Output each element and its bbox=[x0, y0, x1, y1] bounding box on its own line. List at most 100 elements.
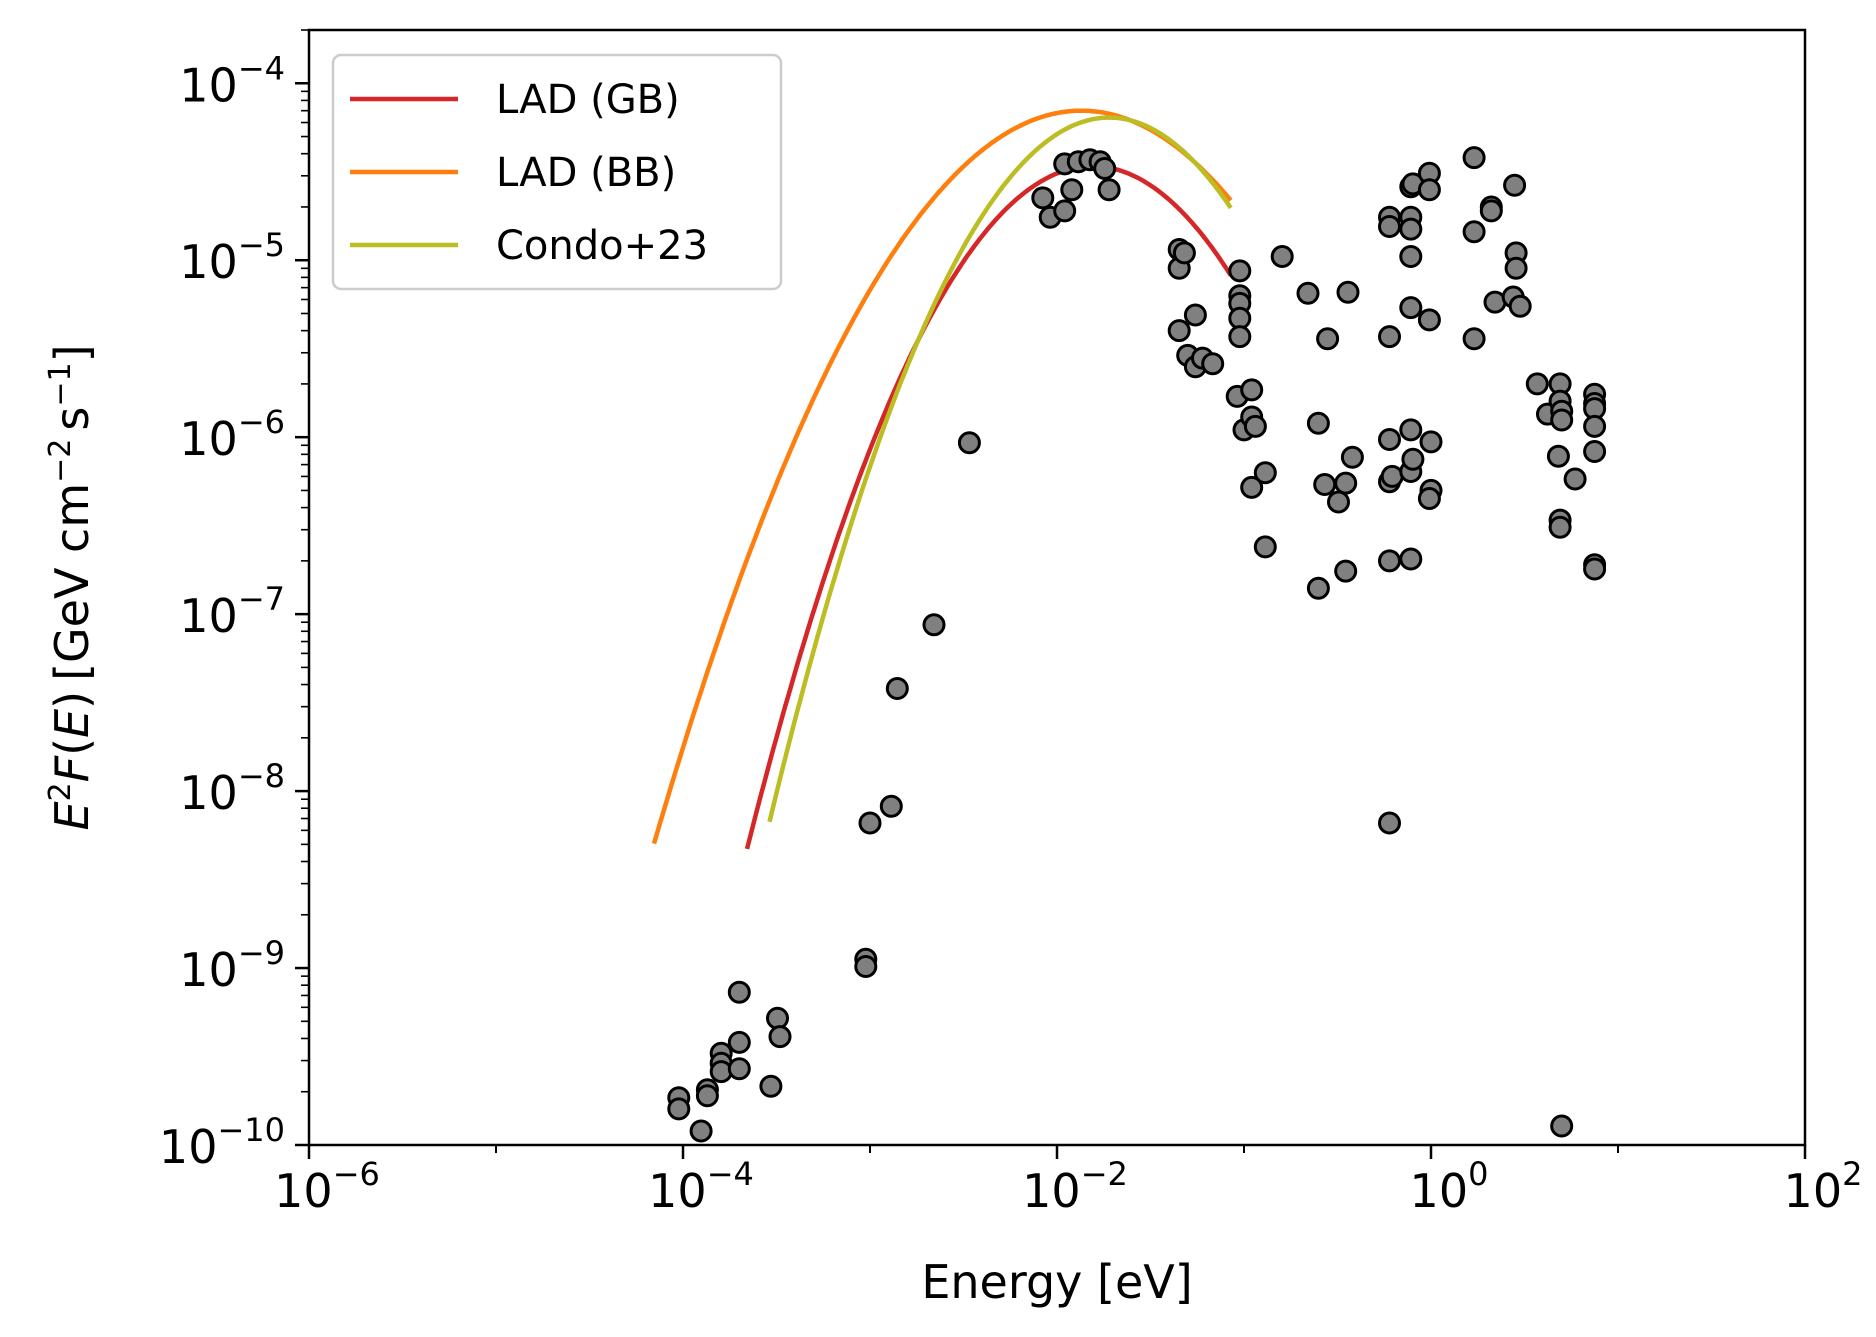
data-point bbox=[1399, 547, 1423, 571]
data-point bbox=[1508, 294, 1532, 318]
data-point bbox=[1378, 549, 1401, 573]
legend: LAD (GB) LAD (BB) Condo+23 bbox=[331, 53, 783, 291]
y-tick-label: 10−5 bbox=[179, 226, 285, 289]
data-point bbox=[1183, 303, 1207, 327]
data-point bbox=[1583, 440, 1607, 463]
data-point bbox=[1270, 245, 1294, 268]
data-point bbox=[1378, 428, 1401, 451]
y-axis-label: E2F(E)[GeV cm−2s−1] bbox=[43, 344, 99, 830]
y-label-cm-exp: −2 bbox=[43, 439, 78, 483]
data-point bbox=[858, 811, 882, 835]
data-point bbox=[879, 794, 903, 818]
data-point bbox=[1336, 280, 1360, 304]
data-point bbox=[1253, 461, 1277, 485]
data-point bbox=[1240, 475, 1264, 499]
y-label-open: ( bbox=[45, 738, 99, 756]
data-point bbox=[667, 1097, 691, 1121]
y-label-arg: E bbox=[45, 709, 99, 738]
data-point bbox=[1583, 557, 1607, 581]
y-tick-label: 10−8 bbox=[179, 757, 285, 820]
axis-labels: Energy [eV] E2F(E)[GeV cm−2s−1] bbox=[43, 344, 1193, 1309]
data-point bbox=[1378, 215, 1401, 238]
legend-label: Condo+23 bbox=[496, 223, 708, 269]
data-point bbox=[885, 677, 909, 700]
data-point bbox=[1417, 308, 1441, 332]
x-tick-label: 10−4 bbox=[648, 1155, 754, 1218]
data-point bbox=[1401, 447, 1425, 471]
data-point bbox=[1334, 559, 1358, 583]
data-point bbox=[689, 1119, 713, 1143]
data-point bbox=[1503, 173, 1527, 197]
data-point bbox=[957, 431, 981, 455]
y-label-s-exp: −1 bbox=[43, 362, 78, 406]
y-tick-label: 10−10 bbox=[159, 1111, 285, 1174]
data-point bbox=[1228, 259, 1252, 283]
series-line-1 bbox=[744, 163, 1233, 850]
data-point bbox=[1228, 325, 1252, 349]
data-point bbox=[727, 980, 751, 1004]
x-tick-label: 10−2 bbox=[1022, 1155, 1128, 1218]
data-point bbox=[1378, 811, 1401, 835]
data-point bbox=[1053, 199, 1077, 223]
y-tick-label: 10−4 bbox=[179, 49, 285, 112]
data-point bbox=[727, 1057, 751, 1081]
data-point bbox=[1306, 576, 1330, 600]
data-point bbox=[1093, 157, 1117, 180]
data-point bbox=[1097, 178, 1121, 202]
x-axis-label: Energy [eV] bbox=[921, 1255, 1192, 1309]
data-point bbox=[1550, 408, 1574, 432]
y-label-units: [GeV cm bbox=[45, 483, 99, 681]
x-tick-label: 102 bbox=[1784, 1155, 1863, 1218]
data-point bbox=[1546, 444, 1570, 468]
data-point bbox=[1462, 146, 1486, 170]
data-point bbox=[1201, 352, 1225, 376]
data-point bbox=[1378, 325, 1401, 349]
ticks-layer: 10−6 10−4 10−2 100 102 10−10 10−9 10−8 10−7 10−6 1… bbox=[159, 29, 1863, 1218]
data-point bbox=[1306, 411, 1330, 435]
x-tick-label: 100 bbox=[1410, 1155, 1489, 1218]
y-label-end: ] bbox=[45, 344, 99, 362]
y-label-close: ) bbox=[45, 691, 99, 709]
legend-label: LAD (BB) bbox=[496, 150, 676, 196]
data-point bbox=[1563, 467, 1587, 491]
data-point bbox=[766, 1006, 789, 1030]
data-point bbox=[768, 1025, 792, 1049]
data-point bbox=[1550, 1114, 1574, 1138]
data-point bbox=[1399, 296, 1423, 320]
data-point bbox=[1399, 217, 1423, 241]
data-point bbox=[1380, 464, 1404, 488]
data-point bbox=[1340, 445, 1364, 469]
data-point bbox=[1296, 281, 1320, 305]
data-point bbox=[1172, 241, 1196, 265]
data-point bbox=[1316, 327, 1340, 351]
data-point bbox=[922, 613, 946, 637]
y-label-s: s bbox=[45, 407, 99, 431]
data-point bbox=[1327, 490, 1350, 514]
data-point bbox=[1462, 220, 1486, 244]
data-point bbox=[1399, 418, 1423, 442]
data-point bbox=[1240, 378, 1264, 402]
data-point bbox=[1167, 319, 1191, 343]
data-point bbox=[1417, 487, 1441, 510]
x-tick-label: 10−6 bbox=[274, 1155, 380, 1218]
data-point bbox=[1419, 430, 1443, 454]
y-label-sup: 2 bbox=[43, 782, 78, 801]
data-point bbox=[1525, 372, 1549, 396]
data-point bbox=[1462, 327, 1486, 351]
data-point bbox=[1479, 199, 1503, 223]
data-point bbox=[1253, 535, 1277, 559]
data-point bbox=[1583, 414, 1607, 438]
series-line-3 bbox=[767, 115, 1233, 823]
y-tick-label: 10−9 bbox=[179, 934, 285, 997]
series-layer bbox=[651, 108, 1233, 850]
points-layer bbox=[667, 146, 1607, 1143]
data-point bbox=[759, 1074, 783, 1098]
legend-label: LAD (GB) bbox=[496, 77, 680, 123]
data-point bbox=[1031, 186, 1055, 210]
data-point bbox=[1417, 178, 1441, 202]
data-point bbox=[727, 1030, 751, 1054]
y-tick-label: 10−7 bbox=[179, 580, 285, 643]
legend-box bbox=[331, 53, 783, 291]
y-tick-label: 10−6 bbox=[179, 403, 285, 466]
